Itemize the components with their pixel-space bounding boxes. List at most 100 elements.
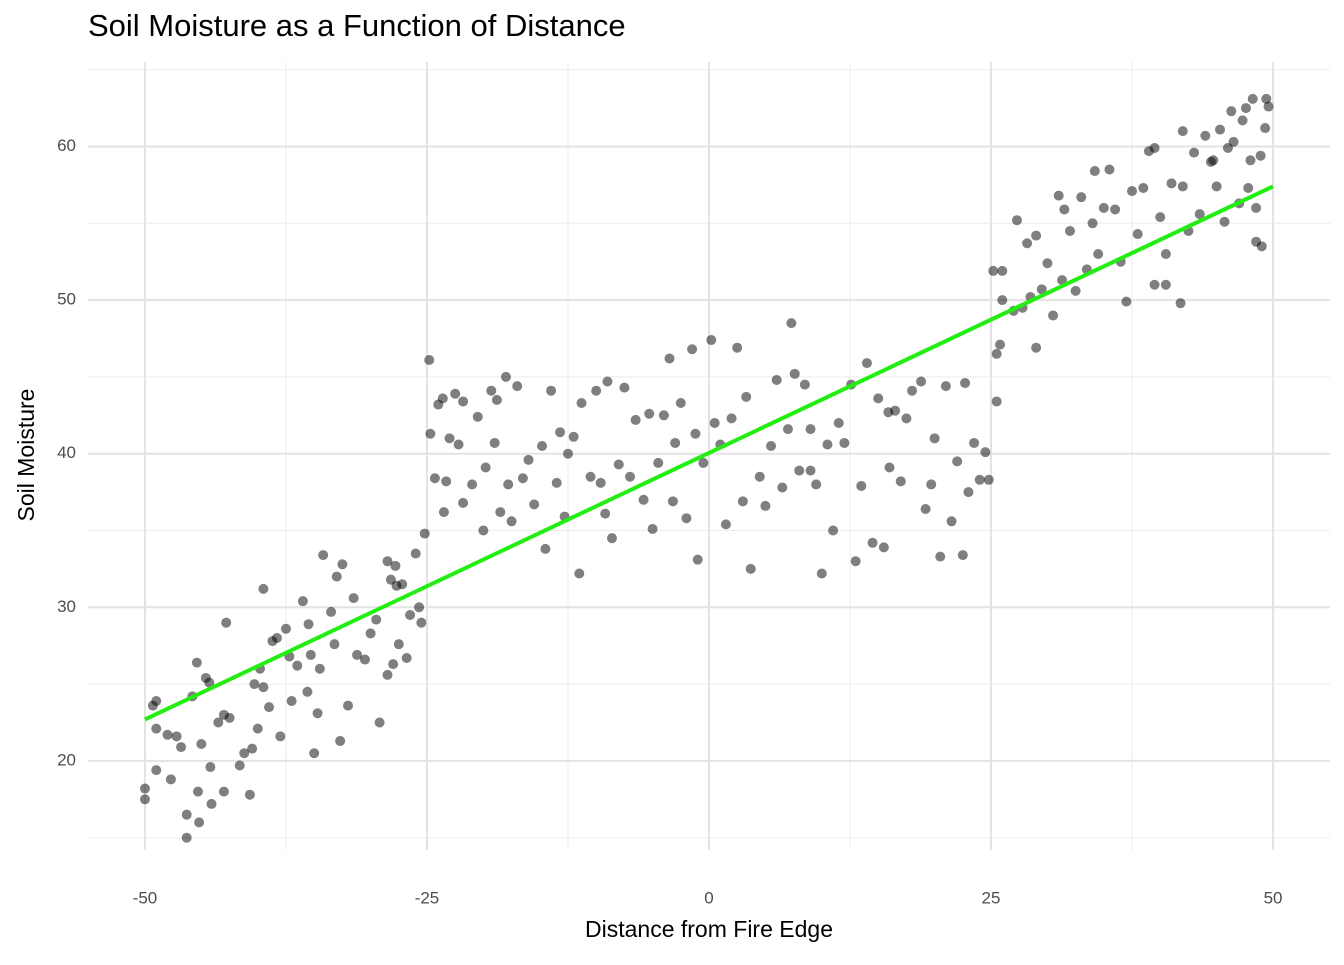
point: [453, 439, 464, 450]
point: [585, 471, 596, 482]
point: [850, 556, 861, 567]
point: [458, 497, 469, 508]
x-tick-label: 50: [1264, 888, 1283, 907]
point: [658, 410, 669, 421]
point: [359, 654, 370, 665]
point: [410, 548, 421, 559]
point: [205, 762, 216, 773]
point: [551, 477, 562, 488]
y-tick-label: 40: [57, 443, 76, 462]
point: [698, 457, 709, 468]
point: [414, 602, 425, 613]
point: [1243, 182, 1254, 193]
point: [946, 516, 957, 527]
point: [839, 437, 850, 448]
point: [1064, 225, 1075, 236]
point: [732, 342, 743, 353]
y-tick-label: 20: [57, 750, 76, 769]
point: [1194, 209, 1205, 220]
point: [884, 462, 895, 473]
point: [1149, 143, 1160, 154]
point: [856, 480, 867, 491]
point: [491, 394, 502, 405]
point: [1219, 216, 1230, 227]
point: [1087, 218, 1098, 229]
point: [540, 543, 551, 554]
point: [252, 723, 263, 734]
point: [458, 396, 469, 407]
point: [221, 617, 232, 628]
point: [1177, 126, 1188, 137]
point: [352, 649, 363, 660]
point: [529, 499, 540, 510]
point: [1127, 186, 1138, 197]
point: [314, 663, 325, 674]
y-tick-label: 60: [57, 136, 76, 155]
point: [486, 385, 497, 396]
point: [213, 717, 224, 728]
point: [1121, 296, 1132, 307]
point: [1228, 136, 1239, 147]
point: [472, 411, 483, 422]
point: [602, 376, 613, 387]
point: [1256, 241, 1267, 252]
point: [365, 628, 376, 639]
point: [675, 398, 686, 409]
point: [318, 550, 329, 561]
point: [1149, 279, 1160, 290]
point: [760, 500, 771, 511]
point: [438, 507, 449, 518]
point: [613, 459, 624, 470]
point: [1036, 284, 1047, 295]
point: [1247, 93, 1258, 104]
y-tick-label: 50: [57, 290, 76, 309]
point: [326, 606, 337, 617]
point: [388, 659, 399, 670]
point: [935, 551, 946, 562]
y-tick-label: 30: [57, 597, 76, 616]
point: [706, 335, 717, 346]
point: [517, 473, 528, 484]
point: [382, 669, 393, 680]
point: [1031, 342, 1042, 353]
point: [867, 537, 878, 548]
point: [653, 457, 664, 468]
point: [690, 428, 701, 439]
point: [393, 639, 404, 650]
point: [139, 783, 150, 794]
y-axis-title: Soil Moisture: [13, 389, 39, 522]
point: [151, 765, 162, 776]
point: [1098, 202, 1109, 213]
point: [638, 494, 649, 505]
point: [692, 554, 703, 565]
point: [181, 832, 192, 843]
point: [302, 686, 313, 697]
point: [523, 454, 534, 465]
point: [997, 295, 1008, 306]
point: [1251, 202, 1262, 213]
point: [883, 407, 894, 418]
point: [726, 413, 737, 424]
x-tick-label: 0: [704, 888, 713, 907]
fit-line: [144, 184, 1274, 722]
point: [478, 525, 489, 536]
point: [709, 417, 720, 428]
point: [506, 516, 517, 527]
point: [416, 617, 427, 628]
point: [537, 441, 548, 452]
point: [450, 388, 461, 399]
point: [562, 448, 573, 459]
point: [667, 496, 678, 507]
point: [741, 391, 752, 402]
point: [204, 677, 215, 688]
point: [419, 528, 430, 539]
point: [988, 265, 999, 276]
point: [895, 476, 906, 487]
point: [1261, 93, 1272, 104]
point: [176, 742, 187, 753]
point: [196, 739, 207, 750]
point: [1042, 258, 1053, 269]
point: [224, 712, 235, 723]
